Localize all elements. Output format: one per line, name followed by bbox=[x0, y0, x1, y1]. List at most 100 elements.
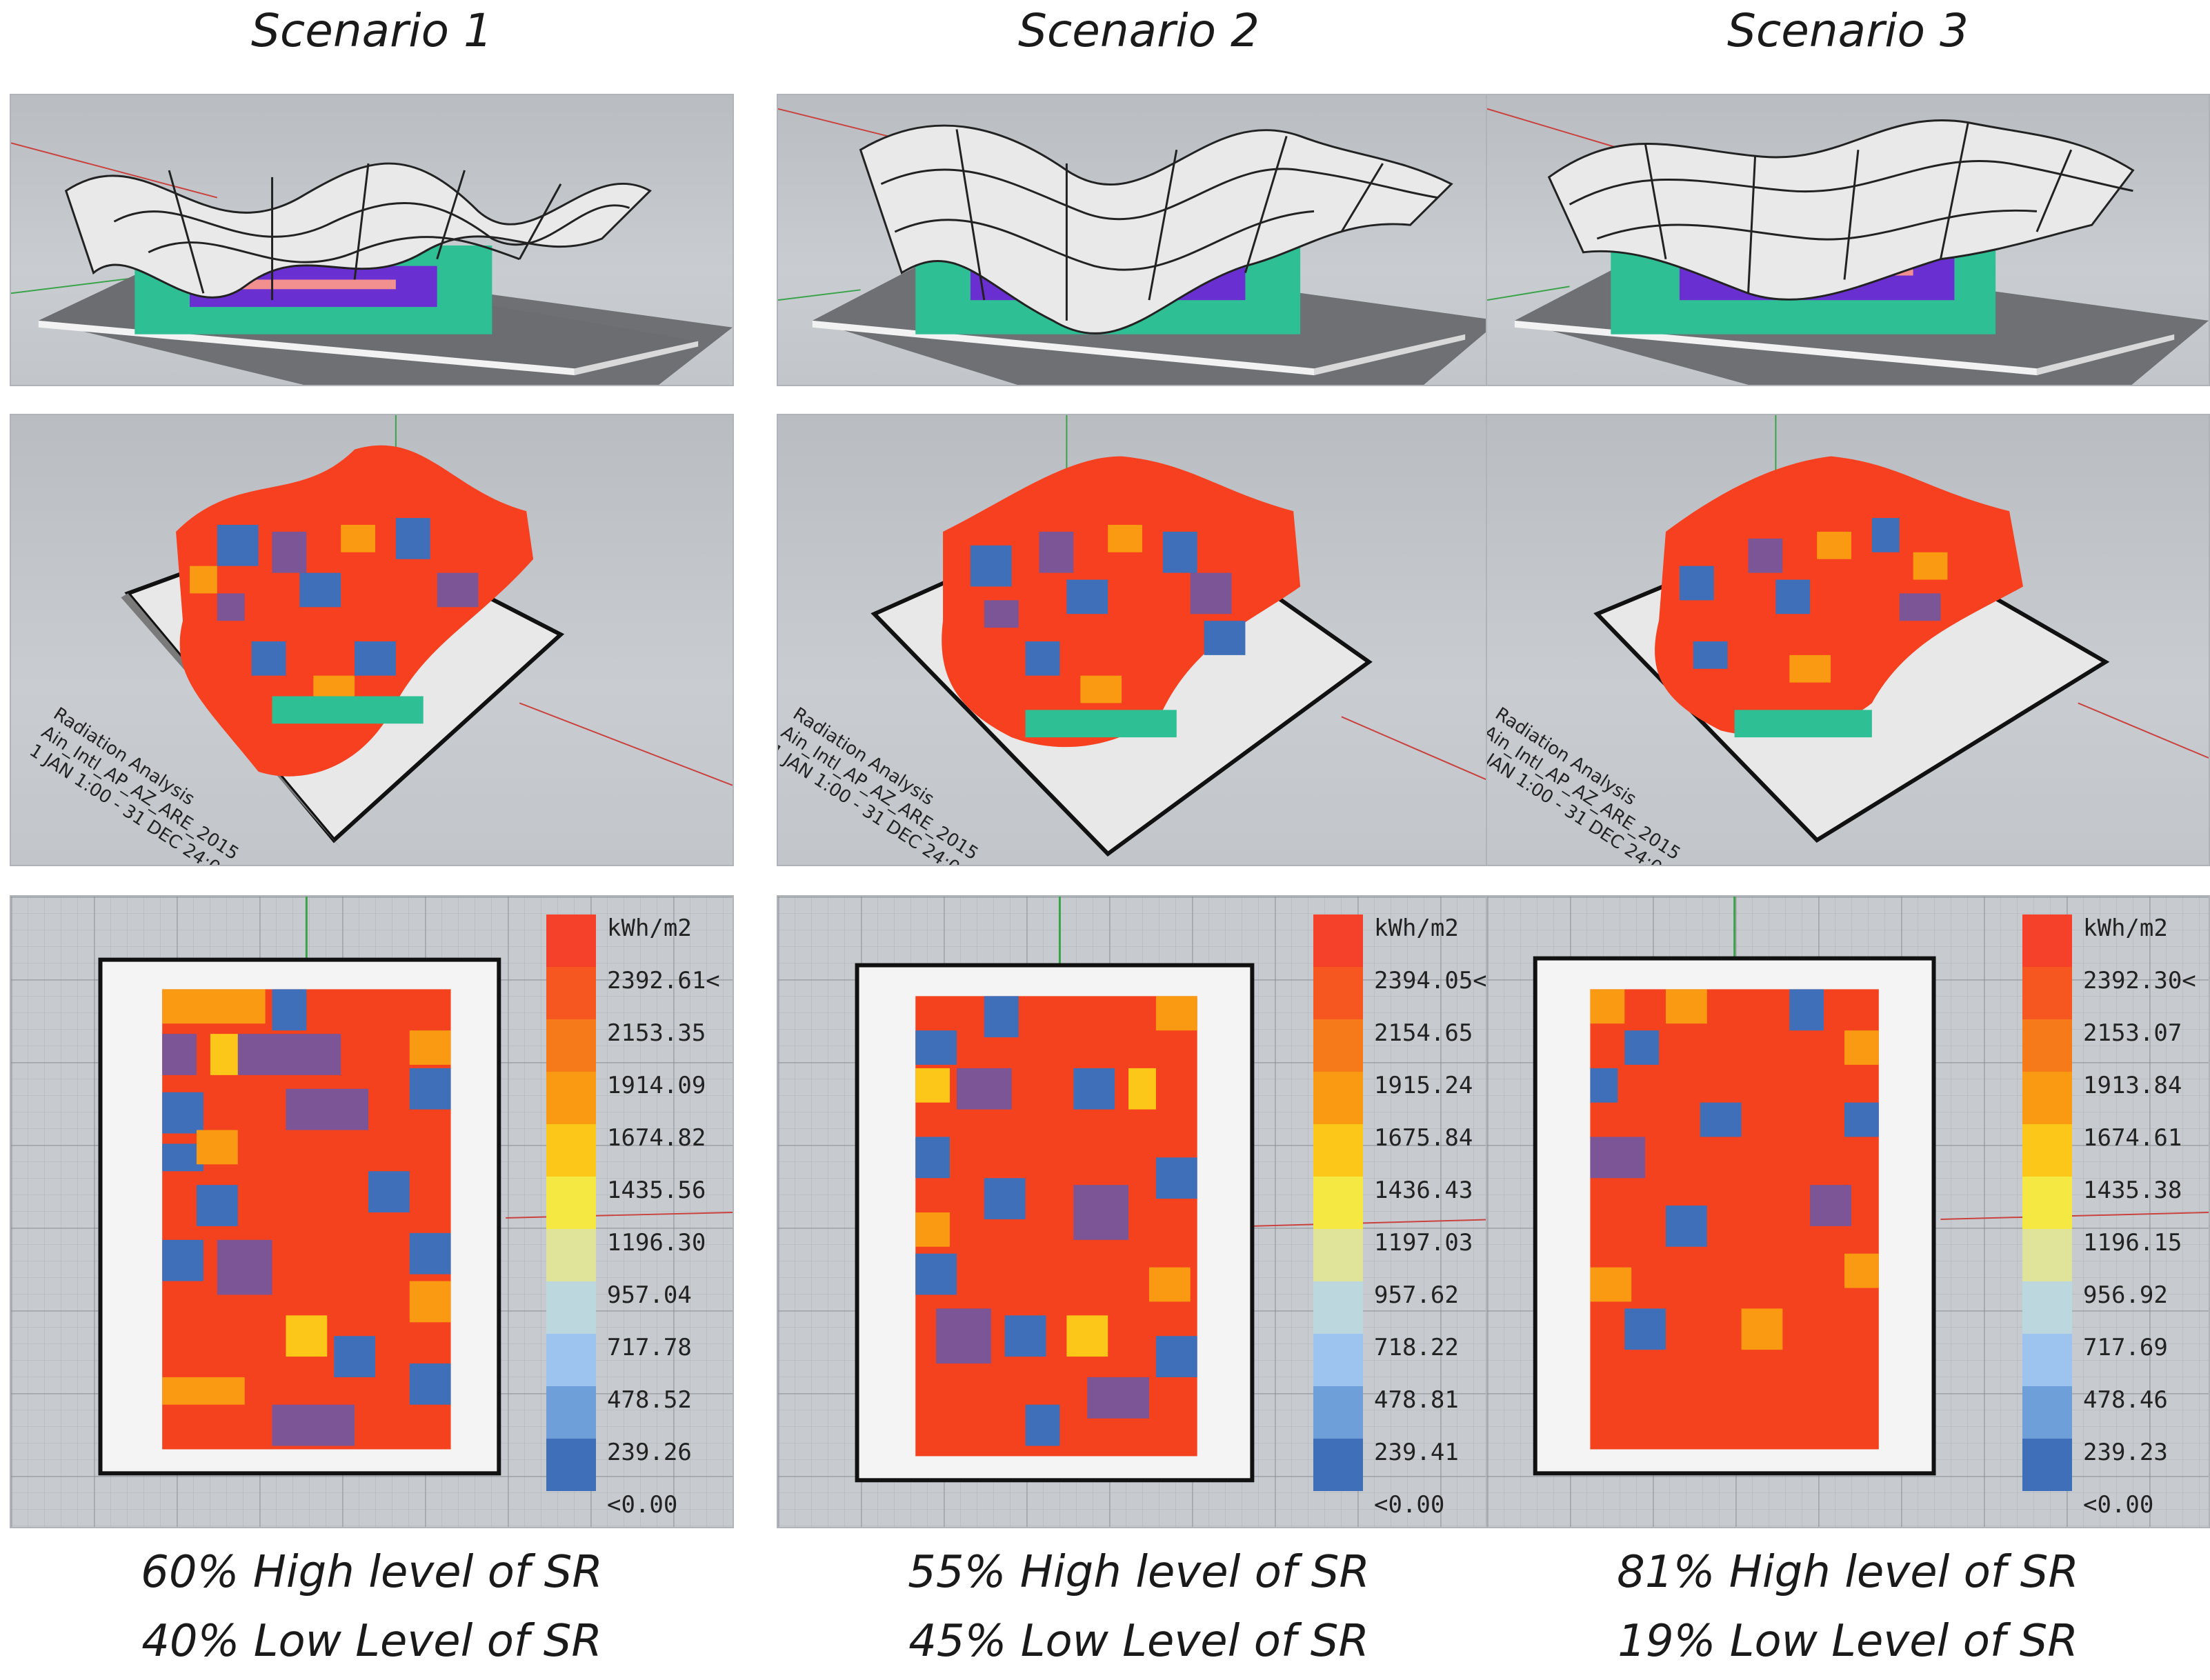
legend-value: 717.78 bbox=[607, 1334, 692, 1361]
radiation-caption-line2: Ain_Intl_AP_AZ_ARE_2015 bbox=[1487, 722, 1684, 865]
radiation-plan-render bbox=[98, 897, 733, 1476]
legend-swatch bbox=[2022, 1281, 2072, 1334]
radiation-3d-view: Radiation Analysis Ain_Intl_AP_AZ_ARE_20… bbox=[10, 414, 734, 866]
legend-value: 2392.30< bbox=[2083, 967, 2196, 994]
legend-value: 1914.09 bbox=[607, 1072, 706, 1099]
radiation-caption-line2: Ain_Intl_AP_AZ_ARE_2015 bbox=[38, 722, 243, 865]
legend-swatch bbox=[1313, 1072, 1363, 1124]
legend-value: 239.23 bbox=[2083, 1439, 2168, 1466]
low-level-caption: 19% Low Level of SR bbox=[1617, 1616, 2078, 1667]
legend-value: 718.22 bbox=[1374, 1334, 1459, 1361]
legend-swatch bbox=[2022, 1229, 2072, 1281]
roof-wireframe-render bbox=[11, 142, 733, 385]
scenario-title: Scenario 3 bbox=[1727, 4, 1969, 57]
radiation-plan-render bbox=[855, 897, 1500, 1483]
legend-color-bar bbox=[1313, 914, 1363, 1491]
legend-value: <0.00 bbox=[1374, 1491, 1445, 1519]
roof-wireframe-render bbox=[1487, 108, 2209, 385]
legend-swatch bbox=[1313, 1386, 1363, 1439]
legend-swatch bbox=[2022, 1072, 2072, 1124]
scenario-3-column: Scenario 3 bbox=[1486, 0, 2210, 1680]
legend-value: 1435.56 bbox=[607, 1177, 706, 1204]
legend-value: 1913.84 bbox=[2083, 1072, 2182, 1099]
radiation-top-view: kWh/m2 2392.30< 2153.07 1913.84 1674.61 … bbox=[1486, 895, 2210, 1528]
legend-swatch bbox=[1313, 1281, 1363, 1334]
radiation-caption-line2: Ain_Intl_AP_AZ_ARE_2015 bbox=[778, 722, 982, 865]
radiation-top-view: kWh/m2 2394.05< 2154.65 1915.24 1675.84 … bbox=[777, 895, 1501, 1528]
legend-value: 1674.82 bbox=[607, 1124, 706, 1152]
legend-swatch bbox=[546, 1019, 596, 1072]
legend-value: 478.52 bbox=[607, 1386, 692, 1414]
roof-3d-view bbox=[777, 94, 1501, 386]
legend-value: 1435.38 bbox=[2083, 1177, 2182, 1204]
legend-swatch bbox=[1313, 1229, 1363, 1281]
legend-swatch bbox=[546, 1281, 596, 1334]
legend-value: 239.41 bbox=[1374, 1439, 1459, 1466]
legend-value: 2153.35 bbox=[607, 1019, 706, 1047]
legend-swatch bbox=[2022, 1334, 2072, 1386]
radiation-3d-render: Radiation Analysis Ain_Intl_AP_AZ_ARE_20… bbox=[778, 415, 1500, 865]
legend-swatch bbox=[546, 1072, 596, 1124]
legend-value: 478.81 bbox=[1374, 1386, 1459, 1414]
legend-value: <0.00 bbox=[607, 1491, 678, 1519]
legend-value: 2392.61< bbox=[607, 967, 720, 994]
legend-value: 1196.30 bbox=[607, 1229, 706, 1257]
legend-unit: kWh/m2 bbox=[2083, 914, 2168, 942]
low-level-caption: 45% Low Level of SR bbox=[908, 1616, 1369, 1667]
legend-swatch bbox=[2022, 1177, 2072, 1229]
radiation-3d-view: Radiation Analysis Ain_Intl_AP_AZ_ARE_20… bbox=[777, 414, 1501, 866]
legend-swatch bbox=[546, 967, 596, 1019]
legend-swatch bbox=[1313, 914, 1363, 967]
radiation-3d-view: Radiation Analysis Ain_Intl_AP_AZ_ARE_20… bbox=[1486, 414, 2210, 866]
legend-unit: kWh/m2 bbox=[1374, 914, 1459, 942]
legend-swatch bbox=[546, 1177, 596, 1229]
legend-swatch bbox=[546, 914, 596, 967]
legend-swatch bbox=[2022, 967, 2072, 1019]
legend-swatch bbox=[1313, 1334, 1363, 1386]
legend-color-bar bbox=[546, 914, 596, 1491]
legend-value: 1675.84 bbox=[1374, 1124, 1473, 1152]
scenario-1-column: Scenario 1 bbox=[10, 0, 734, 1680]
roof-3d-view bbox=[1486, 94, 2210, 386]
legend-color-bar bbox=[2022, 914, 2072, 1491]
legend-swatch bbox=[2022, 1386, 2072, 1439]
legend-value: 1196.15 bbox=[2083, 1229, 2182, 1257]
high-level-caption: 60% High level of SR bbox=[141, 1547, 603, 1598]
legend-swatch bbox=[1313, 1019, 1363, 1072]
radiation-top-view: kWh/m2 2392.61< 2153.35 1914.09 1674.82 … bbox=[10, 895, 734, 1528]
legend-value: 239.26 bbox=[607, 1439, 692, 1466]
legend-swatch bbox=[546, 1334, 596, 1386]
legend-value: 1197.03 bbox=[1374, 1229, 1473, 1257]
legend-swatch bbox=[1313, 1439, 1363, 1491]
high-level-caption: 81% High level of SR bbox=[1617, 1547, 2079, 1598]
scenario-title: Scenario 2 bbox=[1018, 4, 1260, 57]
legend-value: 2394.05< bbox=[1374, 967, 1487, 994]
legend-value: 1915.24 bbox=[1374, 1072, 1473, 1099]
legend-value: 957.04 bbox=[607, 1281, 692, 1309]
legend-swatch bbox=[2022, 1439, 2072, 1491]
legend-swatch bbox=[2022, 1124, 2072, 1177]
legend-value: 2153.07 bbox=[2083, 1019, 2182, 1047]
radiation-3d-render: Radiation Analysis Ain_Intl_AP_AZ_ARE_20… bbox=[1487, 415, 2209, 865]
roof-wireframe-render bbox=[778, 108, 1500, 385]
high-level-caption: 55% High level of SR bbox=[908, 1547, 1370, 1598]
legend-swatch bbox=[2022, 1019, 2072, 1072]
radiation-plan-render bbox=[1533, 897, 2209, 1476]
legend-value: 717.69 bbox=[2083, 1334, 2168, 1361]
legend-swatch bbox=[1313, 967, 1363, 1019]
legend-value: 1674.61 bbox=[2083, 1124, 2182, 1152]
legend-swatch bbox=[2022, 914, 2072, 967]
legend-swatch bbox=[546, 1124, 596, 1177]
legend-swatch bbox=[546, 1439, 596, 1491]
legend-value: 957.62 bbox=[1374, 1281, 1459, 1309]
legend-unit: kWh/m2 bbox=[607, 914, 692, 942]
roof-3d-view bbox=[10, 94, 734, 386]
scenario-2-column: Scenario 2 bbox=[777, 0, 1501, 1680]
legend-value: 2154.65 bbox=[1374, 1019, 1473, 1047]
low-level-caption: 40% Low Level of SR bbox=[141, 1616, 602, 1667]
legend-swatch bbox=[1313, 1177, 1363, 1229]
radiation-3d-render: Radiation Analysis Ain_Intl_AP_AZ_ARE_20… bbox=[26, 415, 733, 865]
legend-swatch bbox=[546, 1229, 596, 1281]
legend-value: <0.00 bbox=[2083, 1491, 2154, 1519]
legend-value: 1436.43 bbox=[1374, 1177, 1473, 1204]
